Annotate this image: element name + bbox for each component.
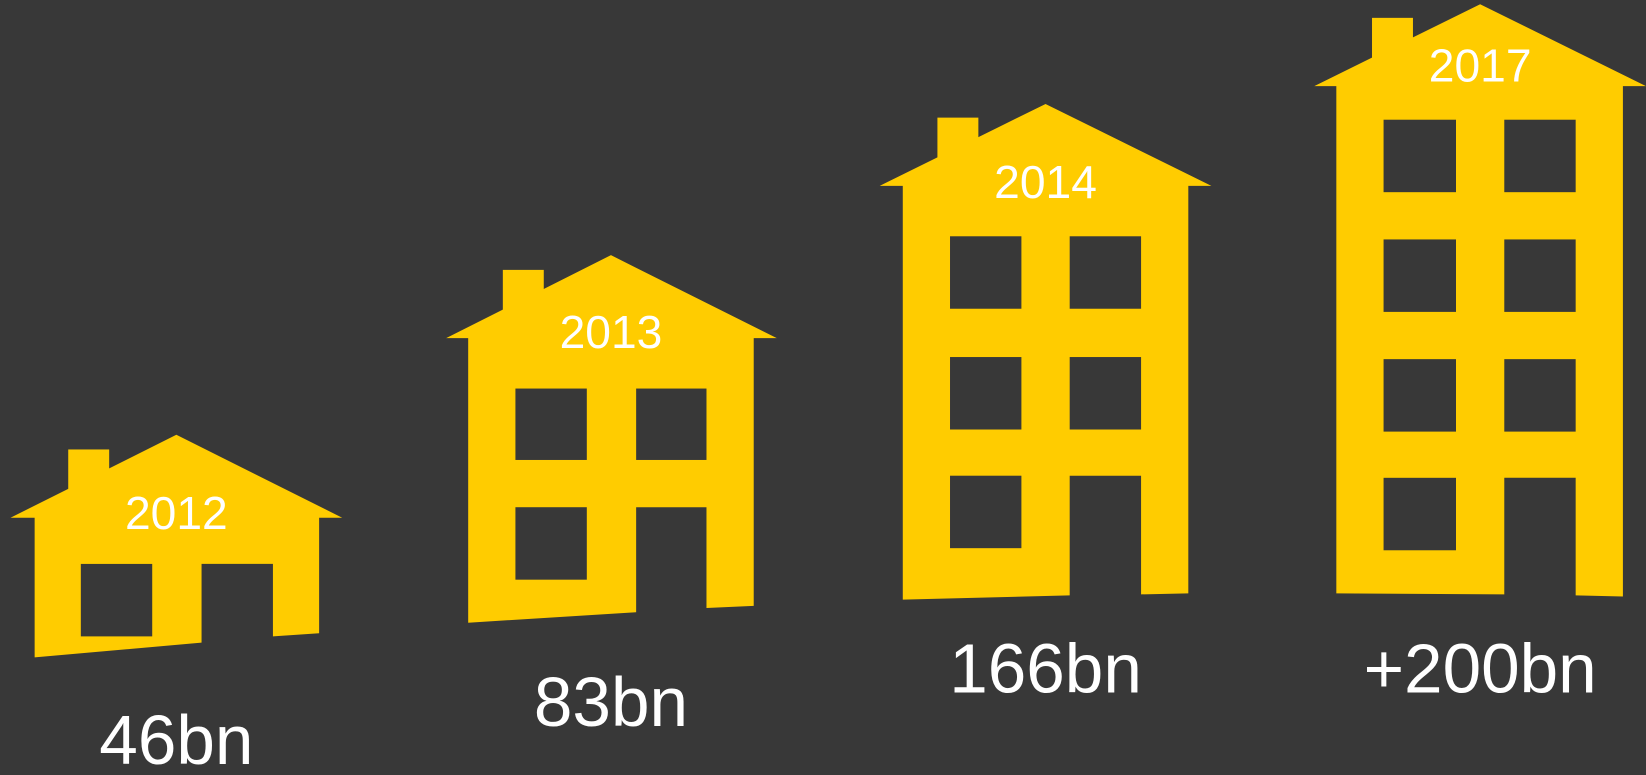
window [80,563,153,637]
value-label: 166bn [949,629,1142,707]
window [515,507,587,580]
window [950,357,1022,430]
year-label: 2013 [560,306,663,358]
window [515,388,587,460]
house-2013 [446,255,777,623]
window [1383,239,1456,312]
window [1383,477,1456,551]
value-label: +200bn [1364,629,1597,707]
value-label: 83bn [534,663,688,741]
window [950,236,1022,309]
house-2014 [879,103,1212,600]
window [1504,239,1576,312]
year-label: 2017 [1429,40,1532,92]
window [636,388,707,460]
window [1069,357,1142,430]
window [1069,236,1142,309]
value-label: 46bn [99,701,253,775]
window [1504,359,1576,432]
year-label: 2014 [994,156,1097,208]
house-2012 [10,434,343,658]
window [950,475,1022,549]
year-label: 2012 [125,487,228,539]
window [1383,119,1456,193]
window [1504,119,1576,193]
house-2017 [1314,4,1646,597]
window [1383,359,1456,432]
house-body [1314,4,1646,597]
